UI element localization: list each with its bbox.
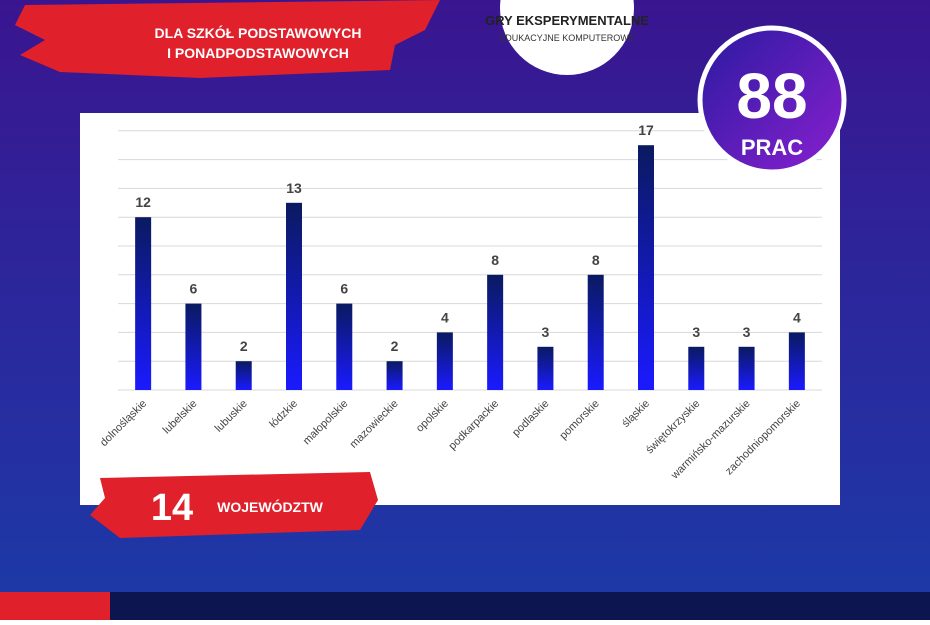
footer-label: WOJEWÓDZTW — [217, 498, 324, 515]
data-label: 4 — [793, 309, 801, 325]
badge-circle — [697, 25, 847, 175]
data-label: 2 — [391, 338, 399, 354]
footer-strip — [0, 592, 110, 620]
footer-strip — [110, 592, 930, 620]
data-label: 3 — [542, 324, 550, 340]
data-label: 2 — [240, 338, 248, 354]
header-brush — [15, 0, 440, 78]
data-label: 6 — [340, 281, 348, 297]
bar — [738, 346, 755, 390]
bar — [336, 303, 353, 390]
badge-label: PRAC — [741, 135, 803, 160]
data-label: 17 — [638, 122, 654, 138]
bar — [436, 332, 453, 390]
bar — [587, 274, 604, 390]
footer-brush — [90, 472, 378, 538]
data-label: 8 — [592, 252, 600, 268]
data-label: 3 — [743, 324, 751, 340]
bar — [487, 274, 504, 390]
data-label: 3 — [692, 324, 700, 340]
data-label: 4 — [441, 309, 449, 325]
bar — [185, 303, 202, 390]
header-line: DLA SZKÓŁ PODSTAWOWYCH — [155, 24, 362, 41]
header-line: I PONADPODSTAWOWYCH — [167, 45, 349, 61]
badge-number: 88 — [736, 60, 807, 132]
logo-circle — [500, 0, 634, 75]
logo-text: GRY EKSPERYMENTALNE — [485, 13, 649, 28]
bar — [788, 332, 805, 390]
bar — [688, 346, 705, 390]
footer-number: 14 — [151, 487, 193, 529]
bar — [135, 217, 152, 390]
bar — [386, 361, 403, 390]
data-label: 8 — [491, 252, 499, 268]
bar — [235, 361, 252, 390]
data-label: 12 — [135, 194, 151, 210]
data-label: 6 — [190, 281, 198, 297]
chart-panel — [80, 113, 840, 505]
bar — [537, 346, 554, 390]
logo-text: EDUKACYJNE KOMPUTEROWE — [499, 33, 635, 43]
data-label: 13 — [286, 180, 302, 196]
bar — [638, 145, 654, 390]
bar — [286, 202, 302, 390]
